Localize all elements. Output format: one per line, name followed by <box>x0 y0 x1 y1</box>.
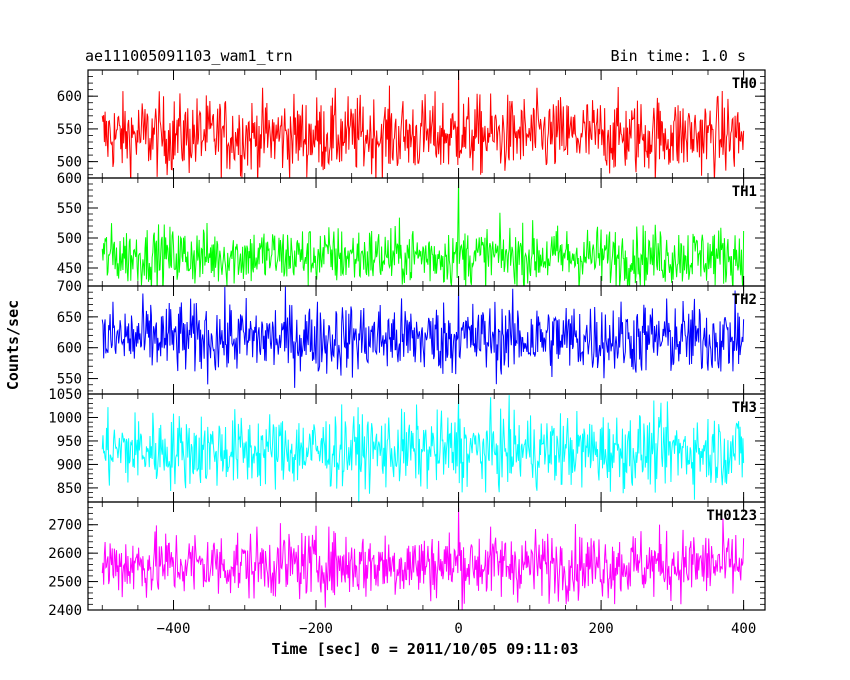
panel-label-th1: TH1 <box>732 184 757 200</box>
series-line-th0123 <box>101 507 745 610</box>
x-tick-label: 400 <box>731 621 756 637</box>
y-tick-label: 550 <box>57 372 82 388</box>
panel-th3: 850 900 950 1000 1050 TH3 <box>48 387 766 503</box>
series-line-th1 <box>101 178 745 286</box>
y-axis-label: Counts/sec <box>4 300 22 390</box>
series-line-th0 <box>101 70 745 178</box>
y-tick-label: 600 <box>57 171 82 187</box>
panel-th0: 500 550 600 TH0 <box>57 69 766 179</box>
panel-label-th2: TH2 <box>732 292 757 308</box>
y-tick-label: 900 <box>57 457 82 473</box>
y-tick-label: 500 <box>57 231 82 247</box>
x-tick-label: 0 <box>454 621 462 637</box>
y-tick-label: 950 <box>57 434 82 450</box>
x-tick-label: −400 <box>157 621 191 637</box>
y-tick-label: 2500 <box>48 575 82 591</box>
panel-label-th0: TH0 <box>732 76 757 92</box>
bin-time-label: Bin time: 1.0 s <box>611 47 746 65</box>
x-axis-label: Time [sec] 0 = 2011/10/05 09:11:03 <box>271 640 578 658</box>
panel-th0123: 2400 2500 2600 2700 TH0123 <box>48 501 766 619</box>
panels-group: 500 550 600 TH0 450 500 550 600 TH1 550 600 650 700 T… <box>48 69 766 619</box>
panel-label-th3: TH3 <box>732 400 757 416</box>
x-tick-label: −200 <box>299 621 333 637</box>
x-tick-label: 200 <box>588 621 613 637</box>
y-tick-label: 600 <box>57 89 82 105</box>
y-tick-label: 850 <box>57 481 82 497</box>
panel-label-th0123: TH0123 <box>706 508 757 524</box>
y-tick-label: 2400 <box>48 603 82 619</box>
panel-frame <box>87 501 766 611</box>
y-tick-label: 1000 <box>48 410 82 426</box>
chart-title: ae111005091103_wam1_trn <box>85 47 293 65</box>
y-tick-label: 550 <box>57 122 82 138</box>
y-tick-label: 2700 <box>48 518 82 534</box>
y-tick-label: 2600 <box>48 546 82 562</box>
series-line-th2 <box>101 286 745 388</box>
y-tick-label: 500 <box>57 155 82 171</box>
panel-th2: 550 600 650 700 TH2 <box>57 279 766 395</box>
y-tick-label: 550 <box>57 201 82 217</box>
y-tick-label: 650 <box>57 310 82 326</box>
panel-th1: 450 500 550 600 TH1 <box>57 171 766 287</box>
y-tick-label: 450 <box>57 261 82 277</box>
y-tick-label: 700 <box>57 279 82 295</box>
y-tick-label: 600 <box>57 341 82 357</box>
series-line-th3 <box>101 395 745 502</box>
x-axis: −400 −200 0 200 400 <box>157 621 757 637</box>
y-tick-label: 1050 <box>48 387 82 403</box>
